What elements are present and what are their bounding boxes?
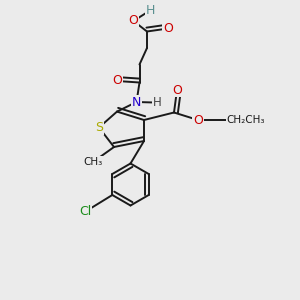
Text: CH₂CH₃: CH₂CH₃ — [226, 115, 265, 125]
Text: S: S — [95, 121, 103, 134]
Text: O: O — [172, 83, 182, 97]
Text: Cl: Cl — [80, 205, 92, 218]
Text: O: O — [112, 74, 122, 88]
Text: H: H — [153, 96, 162, 109]
Text: H: H — [145, 4, 155, 17]
Text: CH₃: CH₃ — [83, 157, 103, 167]
Text: O: O — [163, 22, 173, 35]
Text: O: O — [129, 14, 138, 28]
Text: N: N — [132, 95, 141, 109]
Text: O: O — [193, 113, 203, 127]
